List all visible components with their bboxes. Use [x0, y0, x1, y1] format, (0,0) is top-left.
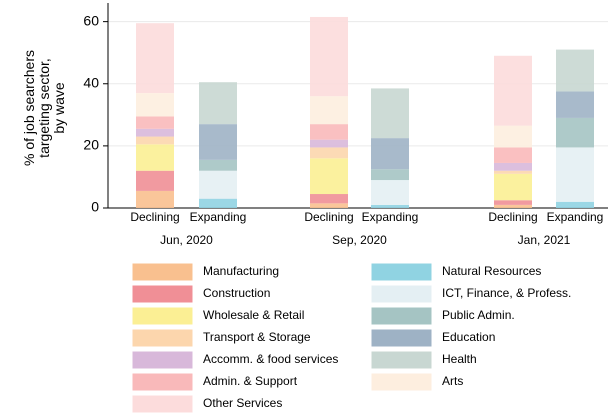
bar-segment [136, 144, 174, 171]
bar-segment [136, 116, 174, 129]
bar-segment [136, 93, 174, 117]
bar-segment [310, 139, 348, 148]
legend-label: Other Services [203, 396, 282, 410]
legend-swatch [371, 263, 432, 281]
bar-segment [136, 170, 174, 191]
bar-segment [371, 138, 409, 170]
legend-label: Public Admin. [442, 308, 515, 322]
legend-swatch [371, 351, 432, 369]
legend-label: Admin. & Support [203, 374, 298, 388]
y-tick-label: 60 [83, 12, 99, 28]
bar-segment [199, 159, 237, 171]
legend-label: Natural Resources [442, 264, 541, 278]
legend-swatch [132, 285, 193, 303]
legend-swatch [132, 395, 193, 413]
bar-segment [556, 91, 594, 118]
y-axis-label-line: targeting sector, [36, 58, 52, 158]
x-tick-label: Expanding [190, 210, 247, 224]
legend-label: Accomm. & food services [203, 352, 338, 366]
bar-segment [310, 194, 348, 204]
bar-segment [556, 147, 594, 202]
y-axis-label: % of job searcherstargeting sector,by wa… [21, 50, 67, 166]
bar-segment [371, 180, 409, 205]
legend-label: Education [442, 330, 495, 344]
bar-segment [494, 204, 532, 208]
group-label: Jan, 2021 [518, 233, 571, 247]
bar-segment [556, 201, 594, 208]
x-tick-label: Declining [304, 210, 353, 224]
bar-segment [199, 198, 237, 208]
bar-segment [199, 124, 237, 160]
legend-label: Manufacturing [203, 264, 279, 278]
bar-segment [310, 16, 348, 97]
bar-segment [494, 173, 532, 201]
legend-label: Arts [442, 374, 463, 388]
bar-segment [199, 82, 237, 125]
bar-segment [136, 23, 174, 94]
bar-segment [371, 204, 409, 208]
legend-label: Transport & Storage [203, 330, 311, 344]
legend-swatch [132, 351, 193, 369]
y-axis-label-line: by wave [51, 82, 67, 134]
bar-segment [136, 136, 174, 145]
legend-label: Health [442, 352, 477, 366]
legend-swatch [371, 285, 432, 303]
y-tick-label: 20 [83, 137, 99, 153]
group-label: Sep, 2020 [332, 233, 387, 247]
bar-segment [494, 55, 532, 126]
bar-segment [310, 147, 348, 159]
x-tick-label: Expanding [362, 210, 419, 224]
bar-segment [371, 88, 409, 139]
bar-segment [494, 170, 532, 174]
y-tick-label: 0 [91, 199, 99, 215]
bar-segment [556, 49, 594, 92]
x-tick-label: Declining [130, 210, 179, 224]
bar-segment [494, 162, 532, 171]
y-axis-label-line: % of job searchers [21, 50, 37, 166]
legend-swatch [371, 329, 432, 347]
legend-swatch [371, 307, 432, 325]
legend-label: ICT, Finance, & Profess. [442, 286, 571, 300]
bar-segment [371, 169, 409, 181]
x-tick-label: Expanding [547, 210, 604, 224]
bar-segment [494, 147, 532, 163]
bar-segment [136, 128, 174, 137]
bar-segment [199, 170, 237, 199]
legend-swatch [132, 307, 193, 325]
bar-segment [494, 200, 532, 205]
legend-label: Wholesale & Retail [203, 308, 304, 322]
bar-segment [494, 125, 532, 148]
bar-segment [310, 203, 348, 208]
bar-segment [310, 96, 348, 125]
legend-swatch [132, 263, 193, 281]
legend-swatch [132, 329, 193, 347]
legend-label: Construction [203, 286, 270, 300]
bar-segment [310, 158, 348, 195]
y-tick-label: 40 [83, 74, 99, 90]
group-label: Jun, 2020 [160, 233, 213, 247]
legend-swatch [132, 373, 193, 391]
bar-segment [136, 190, 174, 208]
bar-segment [556, 117, 594, 148]
x-tick-label: Declining [488, 210, 537, 224]
legend-swatch [371, 373, 432, 391]
bar-segment [310, 124, 348, 140]
